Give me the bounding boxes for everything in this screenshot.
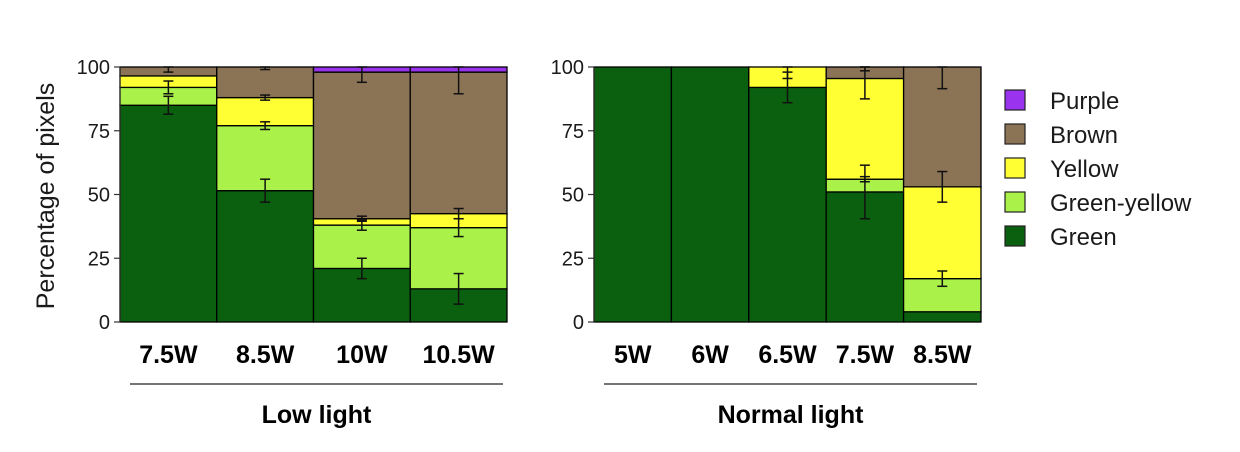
error-bar-brown: [163, 66, 174, 73]
x-tick-label: 7.5W: [139, 341, 198, 369]
bar-brown-8_5w: [216, 66, 315, 99]
legend-label: Yellow: [1050, 156, 1119, 183]
error-bar-yellow: [260, 94, 271, 101]
y-tick-label: 75: [88, 121, 110, 143]
group-label: Low light: [262, 401, 372, 429]
panel-1: 7.5W 8.5W 10W 10.5W 0 25 50 75 100 Low light: [77, 57, 508, 429]
error-bar-green-yellow: [260, 121, 271, 131]
y-axis-panel-2: 0 25 50 75 100: [551, 57, 595, 334]
chart-panels: 7.5W 8.5W 10W 10.5W 0 25 50 75 100 Low light 5W 6W 6…: [77, 57, 982, 429]
bar-green-7_5w: [119, 104, 218, 323]
error-bar-green: [260, 178, 271, 203]
error-bar-yellow: [356, 215, 367, 223]
legend-swatch: [1004, 191, 1026, 213]
legend-item-yellow: Yellow: [1004, 156, 1119, 183]
error-bar-brown: [453, 66, 464, 95]
error-bar-green-yellow: [163, 80, 174, 95]
bar-brown-10_5w: [409, 71, 508, 215]
chart-legend: Purple Brown Yellow Green-yellow Green: [1004, 88, 1192, 251]
x-tick-label: 10W: [336, 341, 388, 369]
bar-brown-10w: [312, 71, 411, 220]
legend-label: Brown: [1050, 122, 1118, 149]
legend-label: Green-yellow: [1050, 190, 1192, 217]
bar-green-5w: [593, 66, 673, 323]
legend-swatch: [1004, 225, 1026, 247]
bar-green-6_5w: [748, 86, 827, 323]
x-tick-label: 7.5W: [836, 341, 895, 369]
y-tick-label: 0: [573, 312, 584, 334]
bar-green-8_5w: [902, 311, 982, 323]
error-bar-green: [356, 257, 367, 280]
error-bar-yellow: [937, 170, 948, 203]
error-bar-green-yellow: [937, 270, 948, 288]
group-label: Normal light: [718, 401, 865, 429]
error-bar-yellow: [453, 207, 464, 220]
x-tick-label: 8.5W: [236, 341, 295, 369]
error-bar-brown: [859, 66, 870, 72]
legend-label: Green: [1050, 224, 1117, 251]
bar-green-8_5w: [216, 190, 315, 323]
legend-swatch: [1004, 89, 1026, 111]
x-tick-label: 5W: [614, 341, 652, 369]
x-tick-label: 6.5W: [758, 341, 817, 369]
y-axis-title: Percentage of pixels: [32, 83, 60, 310]
x-tick-label: 8.5W: [913, 341, 972, 369]
y-tick-label: 75: [562, 121, 584, 143]
legend-swatch: [1004, 157, 1026, 179]
error-bar-green: [859, 164, 870, 220]
legend-item-brown: Brown: [1004, 122, 1118, 149]
legend-label: Purple: [1050, 88, 1119, 115]
panel-2: 5W 6W 6.5W 7.5W 8.5W 0 25 50 75 100 Normal light: [551, 57, 982, 429]
y-tick-label: 100: [77, 57, 110, 79]
x-tick-label: 6W: [691, 341, 729, 369]
error-bar-green-yellow: [859, 175, 870, 183]
y-axis-panel-1: 0 25 50 75 100: [77, 57, 121, 334]
legend-item-green: Green: [1004, 224, 1117, 251]
bar-green-6w: [670, 66, 750, 323]
error-bar-brown: [937, 66, 948, 90]
y-tick-label: 0: [99, 312, 110, 334]
y-tick-label: 25: [562, 248, 584, 270]
error-bar-brown: [356, 66, 367, 84]
error-bar-green: [453, 272, 464, 305]
y-tick-label: 50: [88, 185, 110, 207]
legend-swatch: [1004, 123, 1026, 145]
y-tick-label: 25: [88, 248, 110, 270]
error-bar-brown: [260, 66, 271, 71]
legend-item-green-yellow: Green-yellow: [1004, 190, 1192, 217]
error-bar-yellow: [782, 66, 793, 80]
error-bar-green: [163, 95, 174, 115]
legend-item-purple: Purple: [1004, 88, 1119, 115]
y-tick-label: 50: [562, 185, 584, 207]
y-tick-label: 100: [551, 57, 584, 79]
x-tick-label: 10.5W: [422, 341, 495, 369]
